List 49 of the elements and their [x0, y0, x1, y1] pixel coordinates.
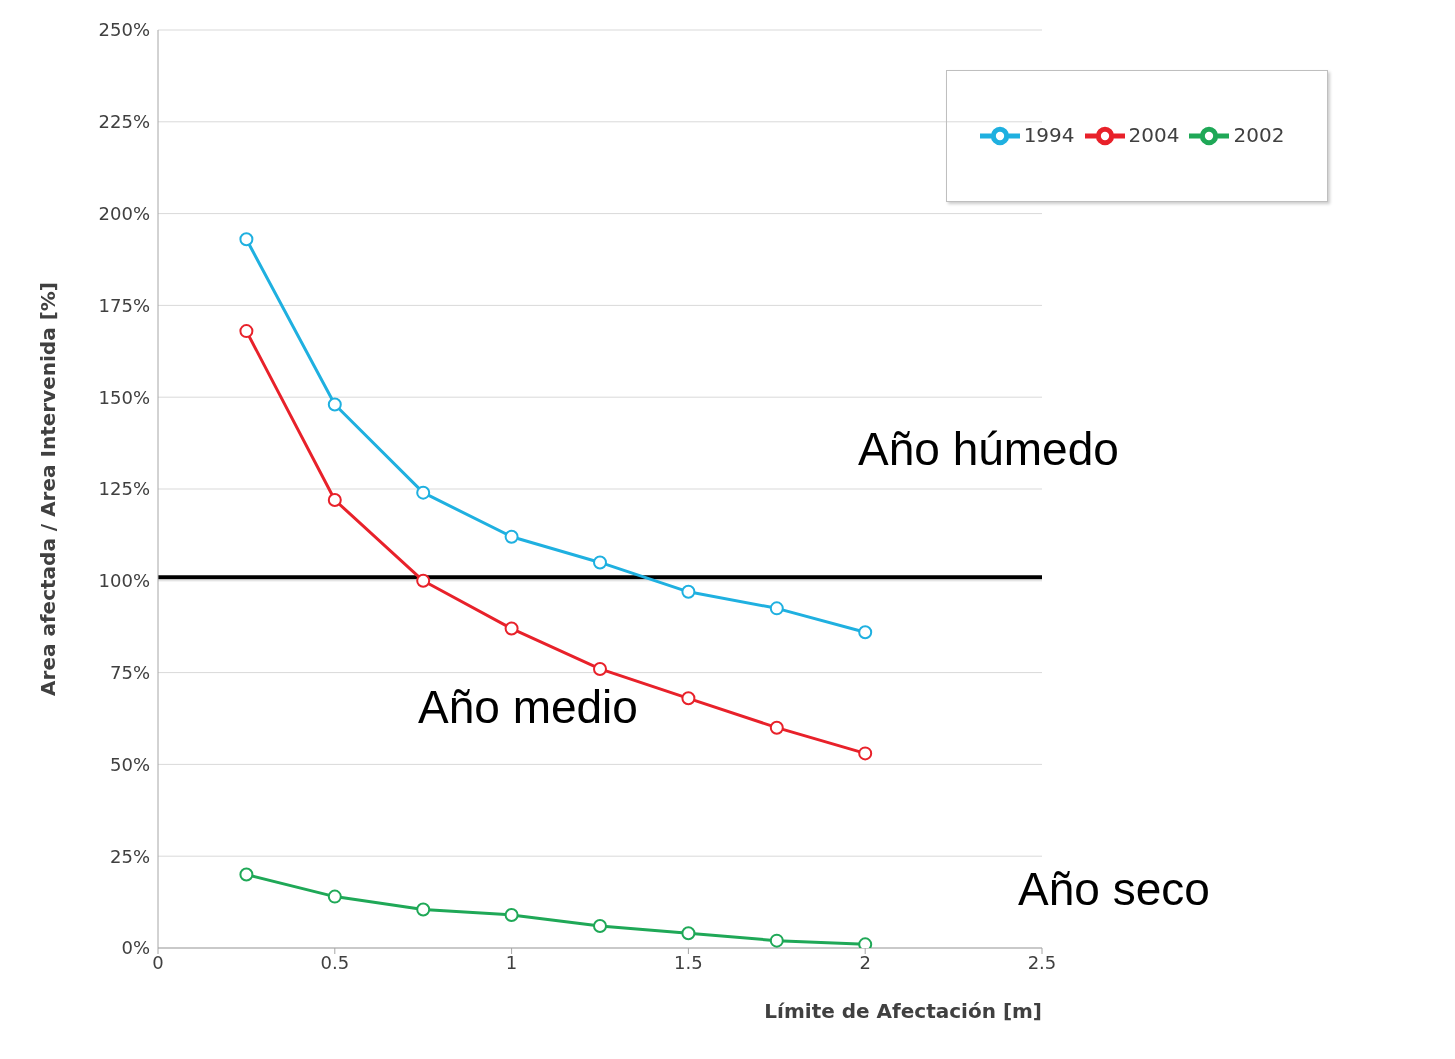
- y-tick-label: 200%: [98, 202, 150, 224]
- x-tick-label: 2: [859, 951, 871, 973]
- y-tick-label: 150%: [98, 386, 150, 408]
- point: [504, 529, 519, 544]
- point: [858, 937, 873, 948]
- y-tick-label: 125%: [98, 478, 150, 500]
- annotation: Año seco: [1018, 863, 1210, 915]
- point: [769, 601, 784, 616]
- x-tick-label: 0.5: [320, 951, 350, 973]
- y-tick-label: 25%: [109, 845, 150, 867]
- y-tick-label: 75%: [109, 661, 150, 683]
- y-tick-label: 0%: [121, 937, 150, 959]
- x-tick-label: 1: [505, 951, 518, 973]
- point: [593, 918, 607, 933]
- legend-label: 1994: [1023, 122, 1075, 147]
- point: [416, 902, 431, 917]
- point: [416, 573, 431, 588]
- point: [858, 746, 873, 761]
- point: [327, 889, 342, 904]
- y-tick-label: 225%: [98, 111, 150, 133]
- point: [769, 720, 784, 735]
- point: [239, 232, 254, 247]
- y-tick-label: 175%: [98, 294, 150, 316]
- x-tick-label: 1.5: [674, 951, 703, 973]
- point: [858, 625, 873, 640]
- x-axis-title: Límite de Afectación [m]: [764, 999, 1042, 1023]
- legend-label: 2004: [1128, 122, 1180, 147]
- y-tick-label: 50%: [109, 753, 150, 775]
- y-axis-title: Area afectada / Area Intervenida [%]: [36, 282, 61, 696]
- point: [504, 907, 519, 922]
- point: [416, 485, 431, 500]
- x-tick-label: 2.5: [1027, 951, 1057, 973]
- point: [593, 555, 607, 570]
- point: [769, 933, 784, 948]
- point: [327, 397, 342, 412]
- annotation: Año húmedo: [858, 423, 1119, 475]
- point: [681, 691, 696, 706]
- point: [681, 584, 696, 599]
- point: [239, 867, 254, 882]
- legend-label: 2002: [1233, 122, 1285, 147]
- point: [504, 621, 519, 636]
- point: [593, 661, 607, 676]
- y-tick-label: 250%: [98, 19, 150, 41]
- x-tick-label: 0: [152, 951, 164, 973]
- point: [681, 926, 696, 941]
- point: [327, 493, 342, 508]
- point: [239, 324, 254, 339]
- annotation: Año medio: [418, 681, 638, 733]
- y-tick-label: 100%: [98, 570, 150, 592]
